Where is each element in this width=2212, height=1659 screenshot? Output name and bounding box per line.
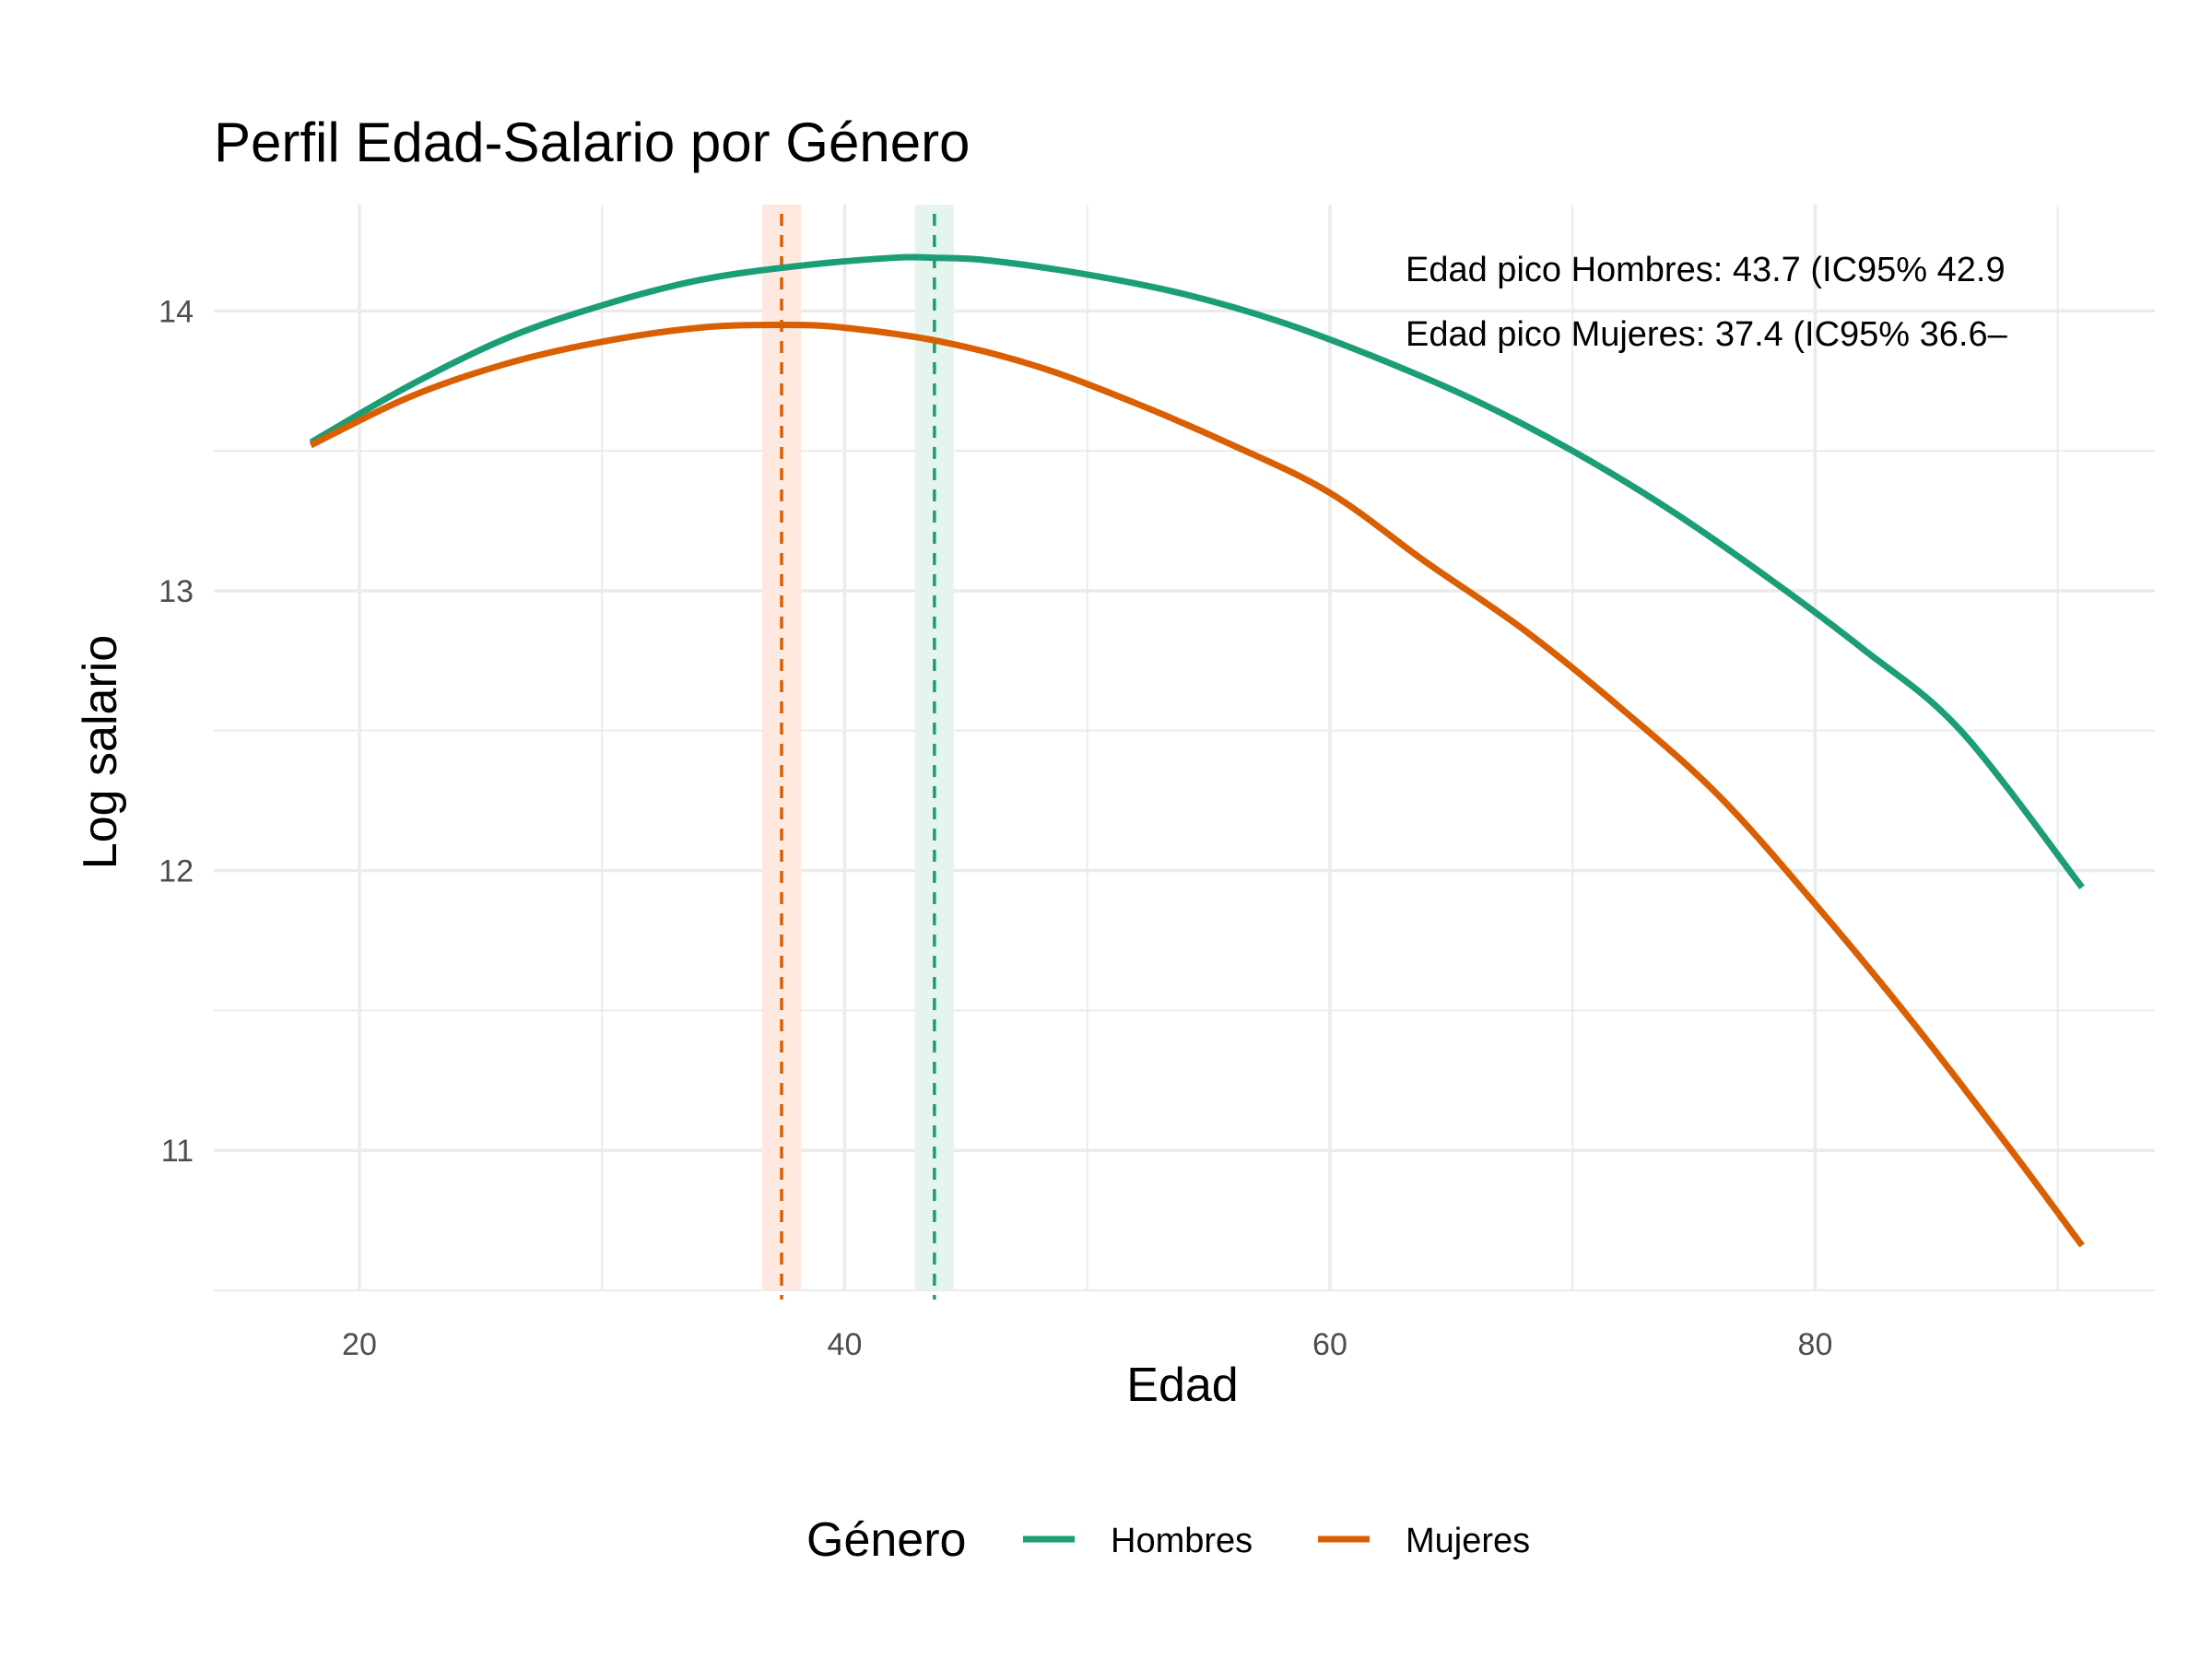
series-line-mujeres [309,322,2085,1248]
peak-lines [780,214,936,1300]
legend-label-mujeres: Mujeres [1406,1522,1530,1560]
series-line-hombres [309,253,2085,889]
chart-title: Perfil Edad-Salario por Género [214,112,970,173]
grid [214,205,2155,1291]
y-tick-label: 14 [159,294,194,329]
y-tick-labels: 11 12 13 14 [159,294,194,1169]
peak-ci-bands [761,205,954,1290]
x-tick-label: 60 [1312,1327,1347,1362]
annotation-peak-mujeres: Edad pico Mujeres: 37.4 (IC95% 36.6– [1406,315,2008,354]
x-axis-title: Edad [1126,1359,1238,1412]
y-axis-title: Log salario [74,635,127,869]
x-tick-labels: 20 40 60 80 [342,1327,1832,1362]
annotation-peak-hombres: Edad pico Hombres: 43.7 (IC95% 42.9 [1406,251,2006,289]
legend-label-hombres: Hombres [1111,1522,1253,1560]
legend-title: Género [806,1513,966,1567]
x-tick-label: 20 [342,1327,377,1362]
x-tick-label: 80 [1798,1327,1833,1362]
legend: Género Hombres Mujeres [806,1513,1530,1567]
y-tick-label: 13 [159,574,194,609]
series-lines [309,253,2085,1248]
y-tick-label: 12 [159,854,194,889]
x-tick-label: 40 [828,1327,863,1362]
y-tick-label: 11 [161,1134,194,1169]
